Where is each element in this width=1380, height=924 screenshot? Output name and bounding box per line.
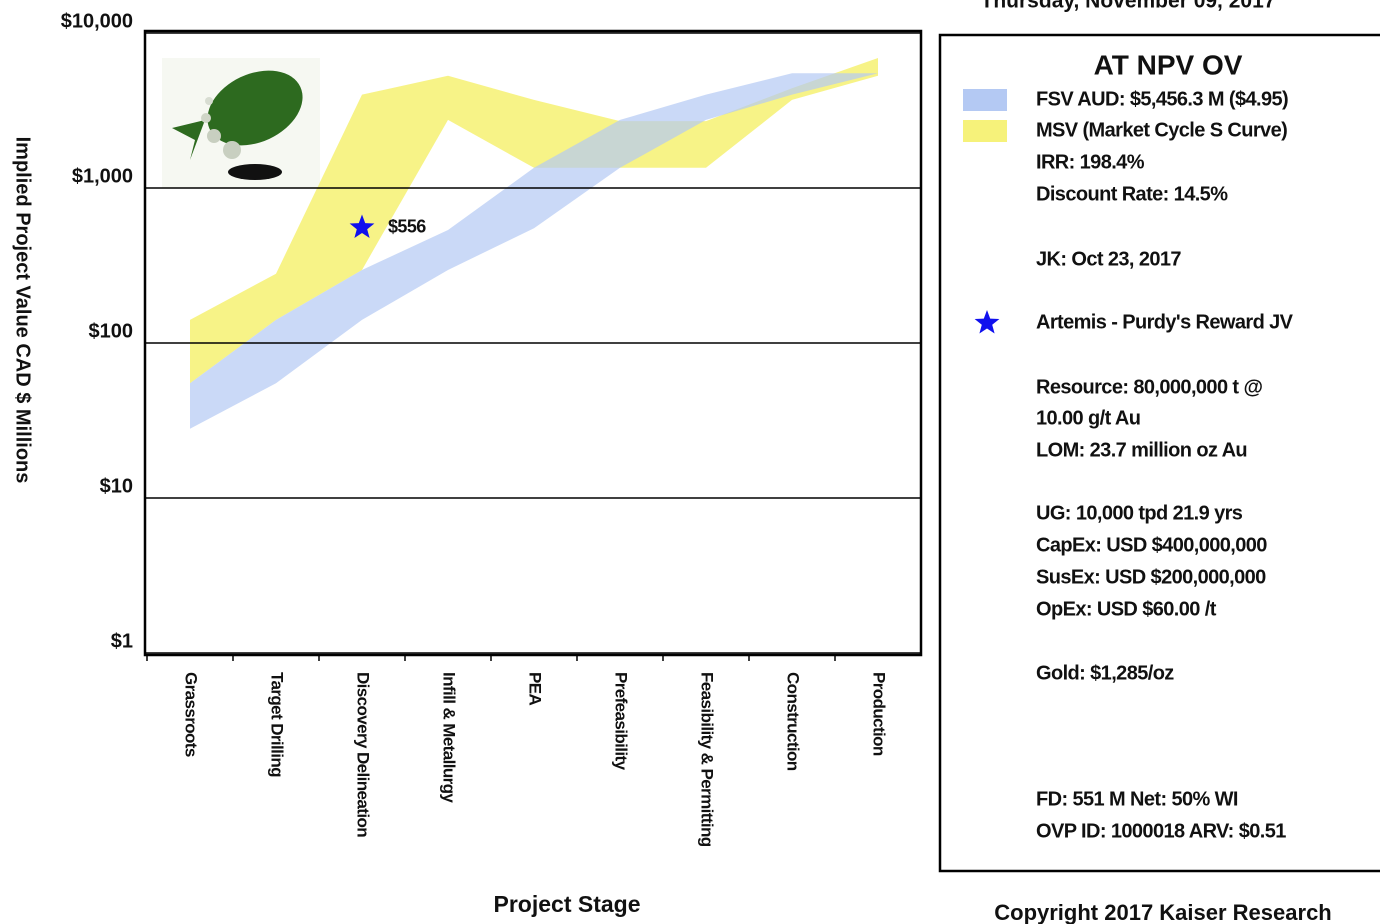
y-tick-label: $10 — [100, 475, 133, 497]
legend-label: Artemis - Purdy's Reward JV — [1036, 311, 1294, 333]
date-title: Thursday, November 09, 2017 — [981, 0, 1276, 13]
legend-title: AT NPV OV — [1094, 49, 1243, 80]
legend-note: OVP ID: 1000018 ARV: $0.51 — [1036, 820, 1286, 842]
legend-label: MSV (Market Cycle S Curve) — [1036, 119, 1287, 141]
x-tick-label: Prefeasibility — [612, 672, 631, 771]
point-marker — [349, 214, 375, 238]
legend-note: FD: 551 M Net: 50% WI — [1036, 788, 1238, 810]
footer: Copyright 2017 Kaiser Research — [994, 900, 1332, 924]
x-tick-label: Infill & Metallurgy — [440, 672, 459, 803]
x-tick-label: Construction — [784, 672, 803, 771]
logo — [162, 58, 320, 188]
legend-note: JK: Oct 23, 2017 — [1036, 248, 1181, 270]
legend-note: UG: 10,000 tpd 21.9 yrs — [1036, 502, 1243, 524]
y-tick-label: $1,000 — [72, 165, 133, 187]
legend-note: 10.00 g/t Au — [1036, 407, 1140, 429]
x-axis-title: Project Stage — [494, 891, 641, 917]
x-tick-label: Discovery Delineation — [354, 672, 373, 837]
legend-marker — [974, 310, 1000, 334]
legend-note: OpEx: USD $60.00 /t — [1036, 598, 1217, 620]
x-tick-label: Feasibility & Permitting — [698, 672, 717, 847]
legend-label: FSV AUD: $5,456.3 M ($4.95) — [1036, 88, 1288, 110]
value-label: $556 — [388, 216, 426, 236]
legend-note: SusEx: USD $200,000,000 — [1036, 566, 1266, 588]
y-axis-title: Implied Project Value CAD $ Millions — [12, 137, 34, 484]
x-tick-label: Target Drilling — [268, 672, 287, 777]
y-tick-label: $100 — [89, 320, 134, 342]
legend-note: CapEx: USD $400,000,000 — [1036, 534, 1267, 556]
value-band — [190, 57, 878, 384]
legend-box — [938, 33, 1380, 873]
x-tick-label: PEA — [526, 672, 545, 705]
legend-swatch — [963, 120, 1007, 142]
legend-note: Discount Rate: 14.5% — [1036, 183, 1228, 205]
y-tick-label: $1 — [111, 630, 133, 652]
legend-note: LOM: 23.7 million oz Au — [1036, 439, 1247, 461]
legend-swatch — [963, 89, 1007, 111]
legend-note: Gold: $1,285/oz — [1036, 662, 1174, 684]
x-tick-label: Grassroots — [182, 672, 201, 757]
x-tick-label: Production — [870, 672, 889, 756]
legend-note: Resource: 80,000,000 t @ — [1036, 376, 1262, 398]
y-tick-label: $10,000 — [61, 10, 133, 32]
legend-note: IRR: 198.4% — [1036, 151, 1145, 173]
